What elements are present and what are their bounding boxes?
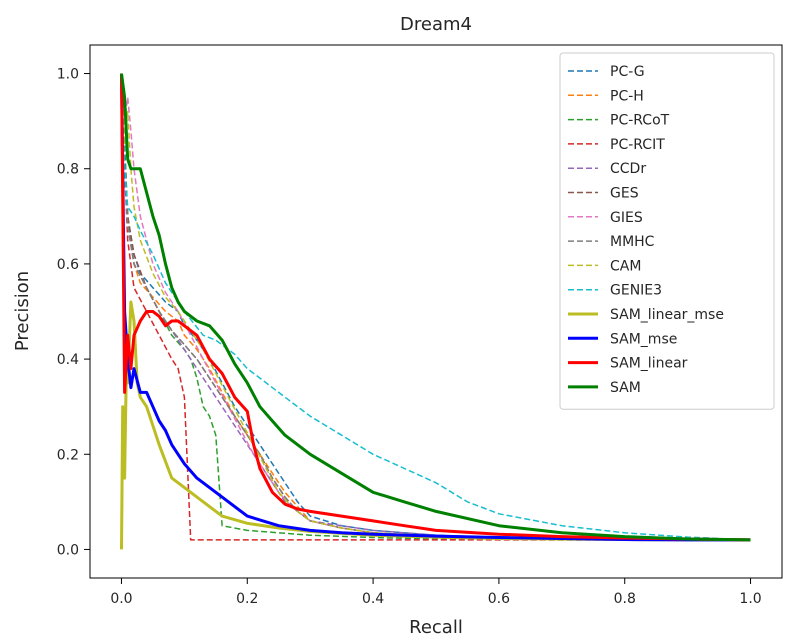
y-tick-label: 0.0 xyxy=(57,542,79,558)
axis-ticks: 0.0 0.2 0.4 0.6 0.8 1.0 0.0 0.2 0.4 0.6 0.8 1.0 xyxy=(57,67,762,607)
y-axis-title: Precision xyxy=(12,271,33,351)
x-tick-label: 0.4 xyxy=(362,591,384,607)
series-lines xyxy=(120,73,751,550)
x-tick-label: 0.2 xyxy=(236,591,258,607)
legend-label-gies: GIES xyxy=(610,210,643,226)
series-line-sam xyxy=(120,73,751,542)
legend-label-pc-rcot: PC-RCoT xyxy=(610,113,670,129)
legend-label-pc-h: PC-H xyxy=(610,88,644,104)
legend-label-mmhc: MMHC xyxy=(610,234,655,250)
x-tick-label: 0.6 xyxy=(488,591,510,607)
y-tick-label: 0.6 xyxy=(57,257,79,273)
y-tick-label: 0.4 xyxy=(57,352,79,368)
legend-label-sam-linear: SAM_linear xyxy=(610,356,688,372)
legend-label-ges: GES xyxy=(610,186,639,202)
series-line-ccdr xyxy=(120,73,751,541)
plot-frame xyxy=(89,44,783,579)
x-tick-label: 0.8 xyxy=(614,591,636,607)
legend-label-pc-g: PC-G xyxy=(610,64,645,80)
legend: PC-G PC-H PC-RCoT PC-RCIT CCDr GES GIES MMHC CAM… xyxy=(559,52,775,410)
series-line-sam-linear xyxy=(120,73,751,542)
legend-label-ccdr: CCDr xyxy=(610,161,646,177)
legend-label-sam: SAM xyxy=(610,380,641,396)
chart-title: Dream4 xyxy=(400,14,472,35)
x-tick-label: 1.0 xyxy=(739,591,761,607)
series-line-genie3 xyxy=(120,73,751,541)
legend-label-sam-linear-mse: SAM_linear_mse xyxy=(610,307,724,323)
legend-label-pc-rcit: PC-RCIT xyxy=(610,137,665,153)
legend-box xyxy=(559,52,775,410)
series-line-sam-mse xyxy=(120,73,751,542)
y-tick-label: 0.2 xyxy=(57,447,79,463)
x-axis-title: Recall xyxy=(409,617,463,638)
y-tick-label: 1.0 xyxy=(57,67,79,83)
legend-label-genie3: GENIE3 xyxy=(610,283,662,299)
legend-label-cam: CAM xyxy=(610,258,641,274)
y-tick-label: 0.8 xyxy=(57,162,79,178)
x-tick-label: 0.0 xyxy=(110,591,132,607)
legend-label-sam-mse: SAM_mse xyxy=(610,331,677,347)
